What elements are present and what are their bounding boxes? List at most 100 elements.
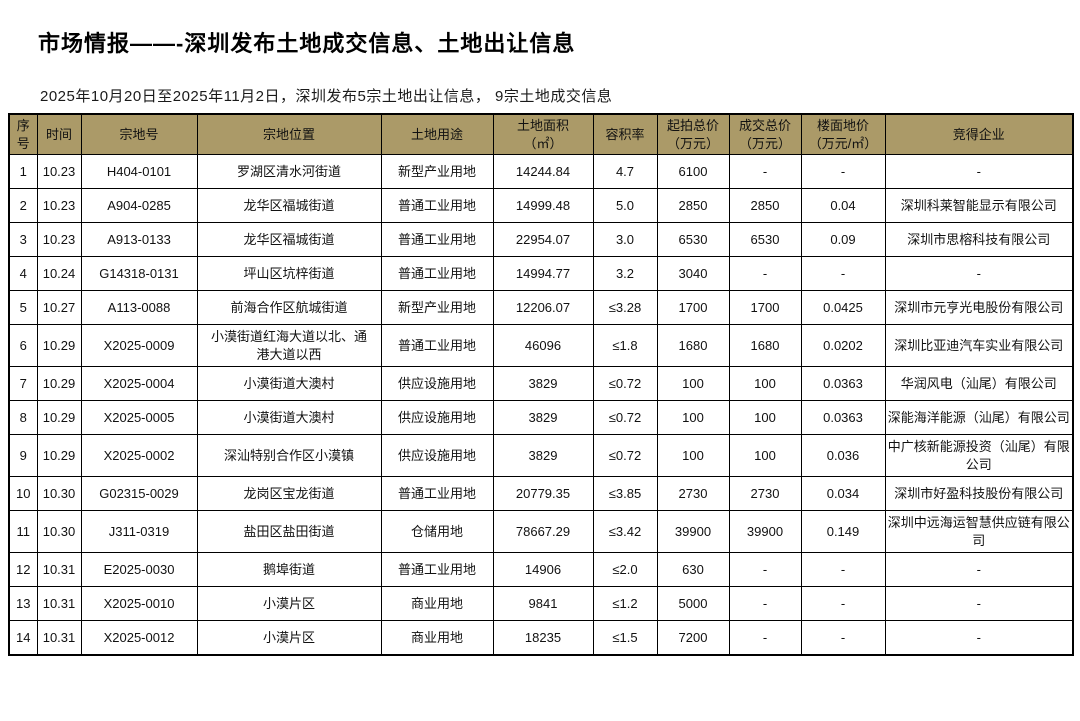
cell-land-use: 普通工业用地 [380,222,494,258]
cell-start-price: 6530 [656,222,730,258]
cell-parcel-no: X2025-0004 [80,366,198,402]
cell-location: 坪山区坑梓街道 [196,256,382,292]
cell-start-price: 630 [656,552,730,588]
cell-start-price: 3040 [656,256,730,292]
column-header-area: 土地面积 （㎡） [492,113,594,156]
cell-land-use: 供应设施用地 [380,366,494,402]
cell-location: 小漠街道红海大道以北、通港大道以西 [196,324,382,368]
column-header-plot-ratio: 容积率 [592,113,658,156]
cell-area: 3829 [492,434,594,478]
cell-area: 14994.77 [492,256,594,292]
cell-floor-price: 0.0425 [800,290,886,326]
cell-area: 12206.07 [492,290,594,326]
cell-parcel-no: X2025-0005 [80,400,198,436]
cell-date: 10.23 [36,188,82,224]
cell-floor-price: 0.149 [800,510,886,554]
cell-floor-price: 0.034 [800,476,886,512]
column-header-start-price: 起拍总价 （万元） [656,113,730,156]
cell-winning-company: 深圳市思榕科技有限公司 [884,222,1074,258]
cell-floor-price: - [800,620,886,656]
cell-land-use: 普通工业用地 [380,324,494,368]
table-row: 10 10.30 G02315-0029 龙岗区宝龙街道 普通工业用地 20779.35 ≤… [8,476,1074,512]
table-row: 11 10.30 J311-0319 盐田区盐田街道 仓储用地 78667.29 ≤3.42… [8,510,1074,554]
table-row: 9 10.29 X2025-0002 深汕特别合作区小漠镇 供应设施用地 3829 ≤0.7… [8,434,1074,478]
table-row: 13 10.31 X2025-0010 小漠片区 商业用地 9841 ≤1.2 5000- - - [8,586,1074,622]
cell-winning-company: 华润风电（汕尾）有限公司 [884,366,1074,402]
cell-start-price: 7200 [656,620,730,656]
cell-start-price: 5000 [656,586,730,622]
cell-index: 1 [8,154,38,190]
cell-index: 7 [8,366,38,402]
cell-land-use: 仓储用地 [380,510,494,554]
cell-start-price: 6100 [656,154,730,190]
cell-deal-price: - [728,620,802,656]
cell-floor-price: 0.036 [800,434,886,478]
table-row: 12 10.31 E2025-0030 鹅埠街道 普通工业用地 14906 ≤2.0 630-… [8,552,1074,588]
cell-date: 10.29 [36,366,82,402]
cell-area: 14906 [492,552,594,588]
cell-plot-ratio: ≤0.72 [592,366,658,402]
column-header-unit: （万元） [666,135,719,151]
cell-floor-price: 0.0363 [800,400,886,436]
cell-plot-ratio: ≤3.42 [592,510,658,554]
cell-deal-price: - [728,154,802,190]
cell-land-use: 普通工业用地 [380,552,494,588]
cell-winning-company: 深圳中远海运智慧供应链有限公司 [884,510,1074,554]
page-subtitle: 2025年10月20日至2025年11月2日，深圳发布5宗土地出让信息， 9宗土… [40,88,613,105]
cell-parcel-no: X2025-0012 [80,620,198,656]
cell-area: 46096 [492,324,594,368]
cell-deal-price: 6530 [728,222,802,258]
column-header-land-use: 土地用途 [380,113,494,156]
cell-parcel-no: A904-0285 [80,188,198,224]
cell-plot-ratio: 3.0 [592,222,658,258]
cell-start-price: 2850 [656,188,730,224]
cell-date: 10.30 [36,510,82,554]
cell-date: 10.27 [36,290,82,326]
cell-winning-company: 深圳市元亨光电股份有限公司 [884,290,1074,326]
cell-parcel-no: J311-0319 [80,510,198,554]
cell-area: 3829 [492,366,594,402]
cell-start-price: 100 [656,434,730,478]
cell-land-use: 普通工业用地 [380,476,494,512]
table-row: 6 10.29 X2025-0009 小漠街道红海大道以北、通港大道以西 普通工业用地 4… [8,324,1074,368]
cell-floor-price: - [800,552,886,588]
cell-floor-price: - [800,586,886,622]
cell-date: 10.29 [36,400,82,436]
cell-parcel-no: A913-0133 [80,222,198,258]
cell-parcel-no: G02315-0029 [80,476,198,512]
cell-deal-price: 1700 [728,290,802,326]
cell-start-price: 39900 [656,510,730,554]
table-row: 7 10.29 X2025-0004 小漠街道大澳村 供应设施用地 3829 ≤0.72 10… [8,366,1074,402]
cell-plot-ratio: ≤1.8 [592,324,658,368]
cell-location: 龙岗区宝龙街道 [196,476,382,512]
cell-winning-company: 深圳比亚迪汽车实业有限公司 [884,324,1074,368]
cell-parcel-no: X2025-0002 [80,434,198,478]
cell-parcel-no: H404-0101 [80,154,198,190]
cell-winning-company: 深能海洋能源（汕尾）有限公司 [884,400,1074,436]
cell-date: 10.31 [36,620,82,656]
cell-start-price: 100 [656,400,730,436]
cell-winning-company: - [884,552,1074,588]
cell-deal-price: - [728,586,802,622]
cell-parcel-no: A113-0088 [80,290,198,326]
table-header: 序号 时间 宗地号 宗地位置 土地用途 土地面积 （㎡） 容积率 起拍总价 （万元） 成交总价 （万元… [8,113,1074,156]
cell-winning-company: - [884,256,1074,292]
column-header-location: 宗地位置 [196,113,382,156]
column-header-unit: （㎡） [523,135,563,151]
table-row: 4 10.24 G14318-0131 坪山区坑梓街道 普通工业用地 14994.77 3.… [8,256,1074,292]
cell-index: 10 [8,476,38,512]
cell-date: 10.31 [36,552,82,588]
cell-deal-price: 1680 [728,324,802,368]
cell-date: 10.30 [36,476,82,512]
cell-location: 小漠片区 [196,620,382,656]
cell-area: 78667.29 [492,510,594,554]
cell-index: 8 [8,400,38,436]
cell-date: 10.31 [36,586,82,622]
cell-start-price: 1680 [656,324,730,368]
cell-index: 13 [8,586,38,622]
cell-parcel-no: X2025-0010 [80,586,198,622]
page-title: 市场情报——-深圳发布土地成交信息、土地出让信息 [38,31,576,56]
header-row: 序号 时间 宗地号 宗地位置 土地用途 土地面积 （㎡） 容积率 起拍总价 （万元） 成交总价 （万元… [8,113,1074,156]
cell-floor-price: 0.09 [800,222,886,258]
